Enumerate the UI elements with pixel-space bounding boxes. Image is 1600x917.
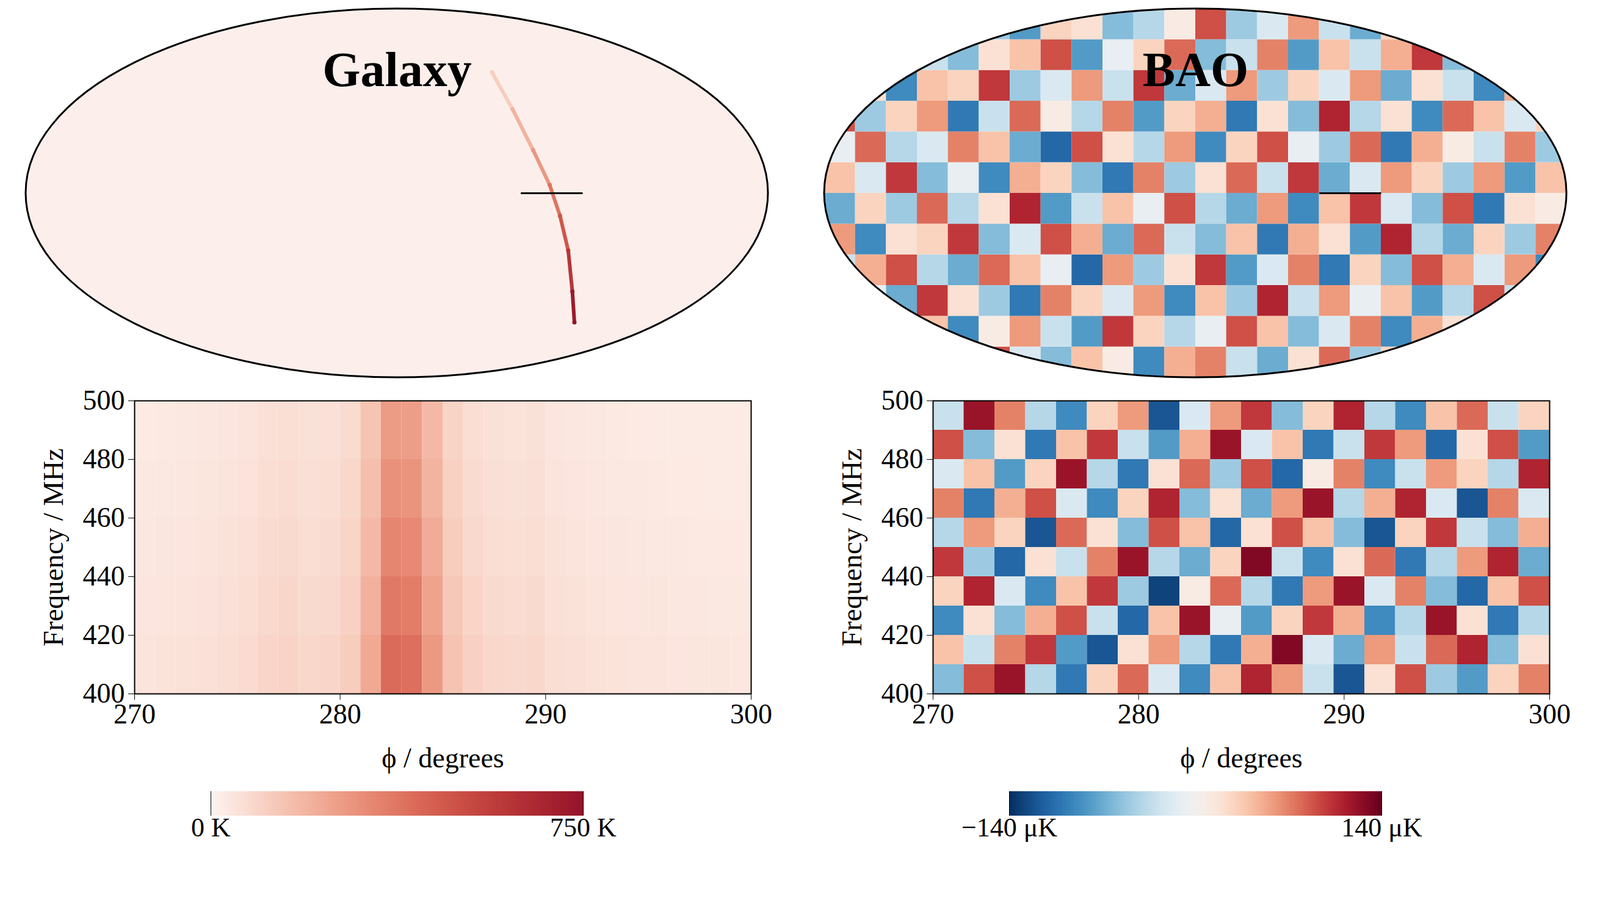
svg-text:290: 290 bbox=[524, 698, 567, 730]
svg-text:280: 280 bbox=[319, 698, 362, 730]
svg-text:420: 420 bbox=[83, 619, 126, 651]
svg-text:420: 420 bbox=[881, 619, 924, 651]
svg-text:750 K: 750 K bbox=[550, 812, 617, 843]
svg-text:480: 480 bbox=[83, 443, 126, 475]
svg-text:440: 440 bbox=[83, 560, 126, 592]
svg-text:−140 μK: −140 μK bbox=[961, 812, 1058, 843]
svg-text:300: 300 bbox=[1528, 698, 1571, 730]
svg-text:500: 500 bbox=[881, 384, 924, 416]
svg-text:290: 290 bbox=[1322, 698, 1365, 730]
svg-text:ϕ / degrees: ϕ / degrees bbox=[381, 742, 504, 774]
svg-text:440: 440 bbox=[881, 560, 924, 592]
svg-text:140 μK: 140 μK bbox=[1341, 812, 1423, 843]
svg-text:0 K: 0 K bbox=[191, 812, 231, 843]
svg-text:280: 280 bbox=[1117, 698, 1160, 730]
svg-text:300: 300 bbox=[730, 698, 773, 730]
svg-text:270: 270 bbox=[113, 698, 156, 730]
svg-text:460: 460 bbox=[881, 501, 924, 533]
svg-text:Frequency / MHz: Frequency / MHz bbox=[37, 448, 69, 646]
svg-text:500: 500 bbox=[83, 384, 126, 416]
svg-text:400: 400 bbox=[82, 677, 125, 709]
svg-text:BAO: BAO bbox=[1142, 42, 1249, 97]
svg-text:480: 480 bbox=[881, 443, 924, 475]
svg-text:ϕ / degrees: ϕ / degrees bbox=[1180, 742, 1303, 774]
svg-text:270: 270 bbox=[912, 698, 955, 730]
svg-text:460: 460 bbox=[83, 501, 126, 533]
svg-text:400: 400 bbox=[881, 677, 924, 709]
svg-text:Galaxy: Galaxy bbox=[322, 42, 472, 97]
svg-text:Frequency / MHz: Frequency / MHz bbox=[836, 448, 868, 646]
